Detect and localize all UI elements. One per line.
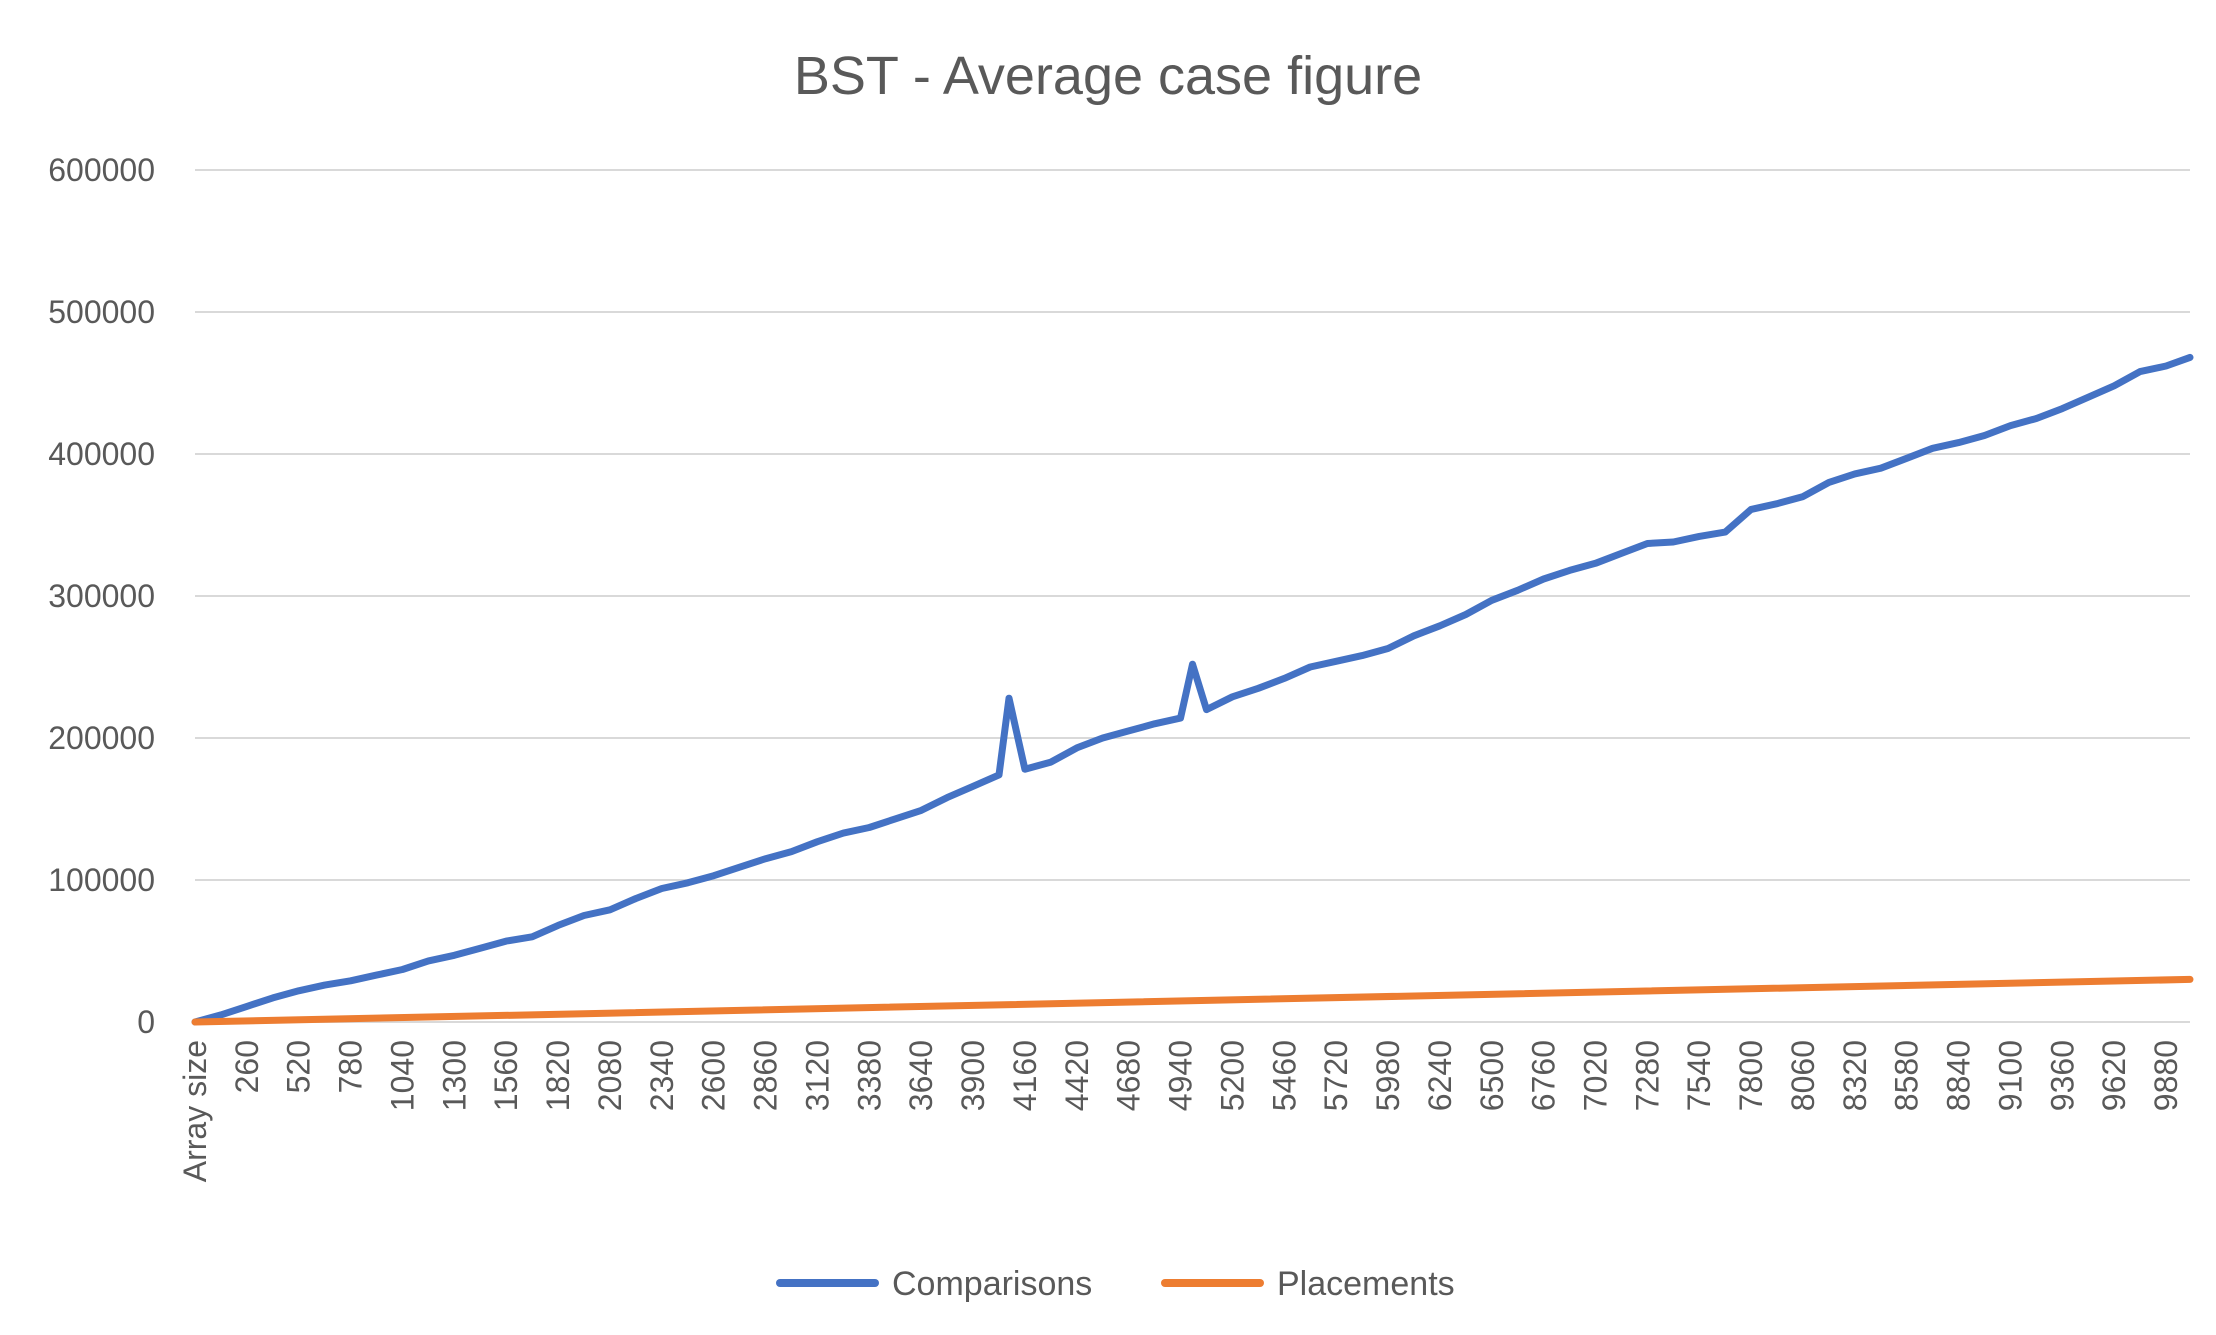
x-tick-label-3900: 3900 [955,1040,991,1111]
x-tick-label-3380: 3380 [851,1040,887,1111]
x-tick-label-260: 260 [229,1040,265,1093]
y-tick-label-0: 0 [137,1004,155,1040]
y-axis-tick-labels: 0 100000 200000 300000 400000 500000 600000 [48,152,155,1040]
x-tick-label-2340: 2340 [644,1040,680,1111]
x-tick-label-5980: 5980 [1370,1040,1406,1111]
chart-title: BST - Average case figure [794,46,1422,106]
x-tick-label-7540: 7540 [1681,1040,1717,1111]
series-line-placements [191,975,2194,1026]
x-tick-label-6500: 6500 [1474,1040,1510,1111]
x-tick-label-first: Array size [177,1040,213,1182]
x-axis-tick-labels: Array size 260 520 780 1040 1300 1560 1820 2080 2… [177,1040,2184,1182]
x-tick-label-1300: 1300 [436,1040,472,1111]
x-tick-label-6760: 6760 [1526,1040,1562,1111]
gridlines [195,169,2190,1023]
x-tick-label-7020: 7020 [1577,1040,1613,1111]
x-tick-label-9620: 9620 [2096,1040,2132,1111]
x-tick-label-4940: 4940 [1163,1040,1199,1111]
y-tick-label-600000: 600000 [48,152,155,188]
x-tick-label-6240: 6240 [1422,1040,1458,1111]
x-tick-label-4160: 4160 [1007,1040,1043,1111]
x-tick-label-5200: 5200 [1214,1040,1250,1111]
x-tick-label-3640: 3640 [903,1040,939,1111]
series-line-comparisons [191,353,2194,1026]
x-tick-label-9880: 9880 [2148,1040,2184,1111]
x-tick-label-4420: 4420 [1059,1040,1095,1111]
x-tick-label-2600: 2600 [696,1040,732,1111]
x-tick-label-8840: 8840 [1941,1040,1977,1111]
x-tick-label-780: 780 [333,1040,369,1093]
legend-label-comparisons: Comparisons [892,1265,1092,1303]
x-tick-label-5720: 5720 [1318,1040,1354,1111]
y-tick-label-200000: 200000 [48,720,155,756]
y-tick-label-400000: 400000 [48,436,155,472]
x-tick-label-3120: 3120 [799,1040,835,1111]
x-tick-label-2860: 2860 [748,1040,784,1111]
x-tick-label-1040: 1040 [384,1040,420,1111]
x-tick-label-8320: 8320 [1837,1040,1873,1111]
series-lines [191,353,2194,1026]
x-tick-label-8580: 8580 [1889,1040,1925,1111]
legend-label-placements: Placements [1277,1265,1455,1303]
x-tick-label-7280: 7280 [1629,1040,1665,1111]
x-tick-label-9360: 9360 [2044,1040,2080,1111]
y-tick-label-300000: 300000 [48,578,155,614]
x-tick-label-4680: 4680 [1111,1040,1147,1111]
x-tick-label-5460: 5460 [1266,1040,1302,1111]
x-tick-label-520: 520 [281,1040,317,1093]
x-tick-label-7800: 7800 [1733,1040,1769,1111]
x-tick-label-9100: 9100 [1992,1040,2028,1111]
x-tick-label-1560: 1560 [488,1040,524,1111]
x-tick-label-8060: 8060 [1785,1040,1821,1111]
y-tick-label-100000: 100000 [48,862,155,898]
y-tick-label-500000: 500000 [48,294,155,330]
x-tick-label-1820: 1820 [540,1040,576,1111]
x-tick-label-2080: 2080 [592,1040,628,1111]
legend: Comparisons Placements [776,1265,1455,1303]
